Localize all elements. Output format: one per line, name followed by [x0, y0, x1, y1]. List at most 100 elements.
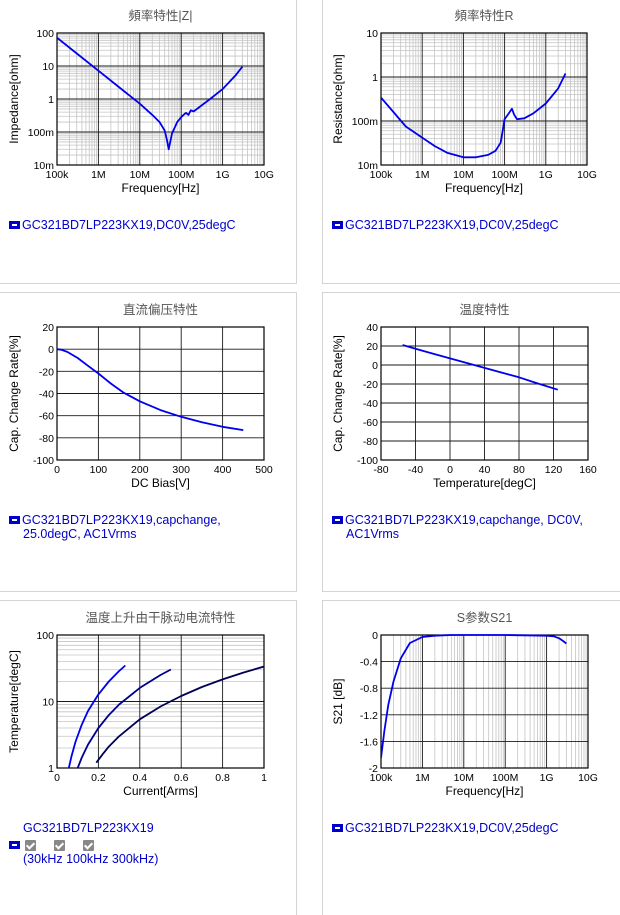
- x-tick-label: 100k: [46, 169, 70, 181]
- s21-chart: S参数S21 100k 1M 10M 100M 1G 10G 0 -0.4 -0.8 -1.2 -1.…: [331, 610, 598, 798]
- y-tick-label: -40: [39, 389, 54, 401]
- series-line-0: [381, 73, 567, 159]
- plot-frame: [56, 326, 265, 461]
- plot-frame: [380, 32, 588, 166]
- y-tick-label: 0: [372, 630, 378, 642]
- x-tick-label: 400: [214, 464, 232, 476]
- temperature-legend[interactable]: GC321BD7LP223KX19,capchange, DC0V, AC1Vr…: [332, 513, 583, 541]
- x-tick-label: 0: [54, 772, 60, 784]
- x-tick-label: 1G: [539, 169, 553, 181]
- y-tick-label: -1.2: [360, 710, 378, 722]
- x-tick-label: -40: [408, 464, 423, 476]
- y-tick-label: 10: [366, 28, 378, 40]
- chart-title: 直流偏压特性: [123, 302, 198, 317]
- toggle-30khz-checkbox[interactable]: [25, 840, 37, 852]
- y-tick-label: -0.4: [360, 657, 378, 669]
- y-tick-label: -60: [39, 411, 54, 423]
- y-tick-label: 40: [366, 322, 378, 334]
- x-tick-label: 10G: [578, 772, 598, 784]
- x-tick-label: 100k: [370, 169, 394, 181]
- x-tick-label: 100k: [370, 772, 394, 784]
- x-tick-label: 100M: [491, 169, 517, 181]
- x-tick-label: 1G: [216, 169, 230, 181]
- series-line-0: [402, 344, 559, 391]
- series-line-2: [95, 665, 264, 764]
- y-tick-label: -100: [357, 455, 378, 467]
- y-tick-label: -1.6: [360, 736, 378, 748]
- x-tick-label: 200: [131, 464, 149, 476]
- legend-label: GC321BD7LP223KX19,capchange,: [22, 513, 221, 527]
- chart-title: 温度特性: [459, 302, 509, 317]
- chart-title: 頻率特性R: [454, 8, 513, 23]
- x-axis-label: Current[Arms]: [123, 784, 198, 798]
- legend-label-cont: 25.0degC, AC1Vrms: [23, 527, 137, 541]
- x-tick-label: 1G: [540, 772, 554, 784]
- series-line-0: [67, 664, 126, 768]
- x-tick-label: 0.2: [91, 772, 106, 784]
- x-tick-label: 300: [172, 464, 190, 476]
- x-tick-label: 1M: [415, 772, 430, 784]
- y-tick-label: -20: [39, 366, 54, 378]
- y-axis-label: Resistance[ohm]: [331, 54, 345, 143]
- chart-title: 温度上升由干脉动电流特性: [85, 610, 235, 625]
- y-tick-label: 1: [372, 72, 378, 84]
- ripple-heating-toggles: (30kHz 100kHz 300kHz): [9, 838, 158, 866]
- y-tick-label: -80: [39, 433, 54, 445]
- y-axis-label: Temperature[degC]: [7, 650, 21, 753]
- x-tick-label: 100: [90, 464, 108, 476]
- x-tick-label: 0: [54, 464, 60, 476]
- y-tick-label: -0.8: [360, 683, 378, 695]
- x-tick-label: 40: [479, 464, 491, 476]
- y-tick-label: 20: [366, 341, 378, 353]
- x-tick-label: 100M: [168, 169, 194, 181]
- toggle-100khz-checkbox[interactable]: [54, 840, 66, 852]
- plot-frame: [56, 634, 265, 769]
- ripple-heating-chart: 温度上升由干脉动电流特性 0 0.2 0.4 0.6 0.8 1 1 10 100 Current[…: [7, 610, 267, 798]
- legend-label: GC321BD7LP223KX19,DC0V,25degC: [345, 218, 559, 232]
- resistance-chart: 頻率特性R 100k 1M 10M 100M 1G 10G 10m 100m 1 10 Frequen…: [331, 8, 597, 195]
- series-line-0: [57, 36, 244, 151]
- x-tick-label: 10M: [453, 169, 473, 181]
- x-axis-label: Temperature[degC]: [433, 476, 536, 490]
- series-line-0: [381, 634, 567, 759]
- dc-bias-panel: [0, 292, 297, 592]
- series-marker-icon: [9, 516, 20, 524]
- x-tick-label: 0: [447, 464, 453, 476]
- y-axis-label: Impedance[ohm]: [7, 54, 21, 143]
- frequency-toggle-labels: (30kHz 100kHz 300kHz): [23, 852, 159, 866]
- temperature-chart: 温度特性-80 -40 0 40 80 120 16040200-20-40-60-80-1…: [331, 302, 597, 490]
- plot-frame: [380, 634, 589, 769]
- resistance-legend[interactable]: GC321BD7LP223KX19,DC0V,25degC: [332, 218, 559, 232]
- y-tick-label: -80: [363, 436, 378, 448]
- series-marker-icon: [332, 221, 343, 229]
- x-tick-label: 120: [545, 464, 563, 476]
- x-tick-label: 100M: [492, 772, 518, 784]
- y-tick-label: 20: [42, 322, 54, 334]
- x-tick-label: 10M: [130, 169, 150, 181]
- y-tick-label: 100m: [352, 116, 379, 128]
- y-tick-label: 10: [42, 697, 54, 709]
- dc-bias-legend[interactable]: GC321BD7LP223KX19,capchange, 25.0degC, A…: [9, 513, 221, 541]
- y-tick-label: 10: [42, 61, 54, 73]
- series-line-1: [76, 668, 172, 768]
- chart-title: S参数S21: [457, 610, 513, 625]
- x-tick-label: 1: [261, 772, 267, 784]
- x-tick-label: 80: [513, 464, 525, 476]
- x-tick-label: 0.8: [215, 772, 230, 784]
- x-tick-label: 160: [579, 464, 597, 476]
- x-tick-label: 1M: [415, 169, 430, 181]
- legend-label-cont: AC1Vrms: [346, 527, 400, 541]
- x-axis-label: Frequency[Hz]: [445, 181, 523, 195]
- impedance-legend[interactable]: GC321BD7LP223KX19,DC0V,25degC: [9, 218, 236, 232]
- x-tick-label: -80: [373, 464, 388, 476]
- legend-label: GC321BD7LP223KX19,DC0V,25degC: [345, 821, 559, 835]
- y-axis-label: Cap. Change Rate[%]: [331, 335, 345, 452]
- y-tick-label: -60: [363, 417, 378, 429]
- y-tick-label: 1: [48, 94, 54, 106]
- s21-legend[interactable]: GC321BD7LP223KX19,DC0V,25degC: [332, 821, 559, 835]
- toggle-300khz-checkbox[interactable]: [83, 840, 95, 852]
- plot-frame: [56, 32, 265, 166]
- y-axis-label: Cap. Change Rate[%]: [7, 335, 21, 452]
- legend-label: GC321BD7LP223KX19,capchange, DC0V,: [345, 513, 583, 527]
